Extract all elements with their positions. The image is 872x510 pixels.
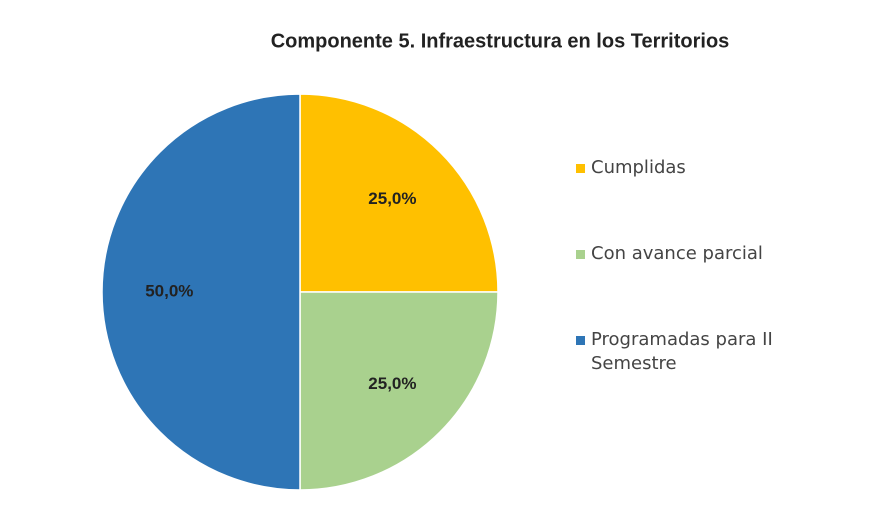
- chart-title: Componente 5. Infraestructura en los Ter…: [271, 30, 730, 52]
- legend-entry: Cumplidas: [576, 156, 836, 180]
- legend-label: Cumplidas: [591, 157, 686, 178]
- legend-entry: Programadas para II Semestre: [576, 328, 836, 376]
- legend-swatch: [576, 336, 585, 345]
- legend-label: Programadas para II Semestre: [591, 329, 773, 374]
- pie-slice: [101, 93, 301, 491]
- legend-entry: Con avance parcial: [576, 242, 836, 266]
- legend-swatch: [576, 164, 585, 173]
- pie-slice: [299, 291, 499, 491]
- pie-slice: [299, 93, 499, 293]
- data-label: 25,0%: [368, 374, 416, 393]
- legend-label: Con avance parcial: [591, 243, 763, 264]
- data-label: 50,0%: [145, 281, 193, 300]
- data-label: 25,0%: [368, 189, 416, 208]
- legend-swatch: [576, 250, 585, 259]
